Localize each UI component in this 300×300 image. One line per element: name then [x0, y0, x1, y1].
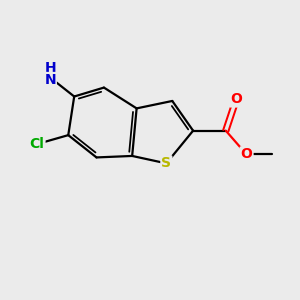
Text: O: O — [241, 148, 253, 161]
Text: H: H — [45, 61, 56, 75]
Text: Cl: Cl — [30, 137, 44, 151]
Text: O: O — [230, 92, 242, 106]
Text: N: N — [45, 73, 56, 87]
Text: S: S — [161, 156, 171, 170]
